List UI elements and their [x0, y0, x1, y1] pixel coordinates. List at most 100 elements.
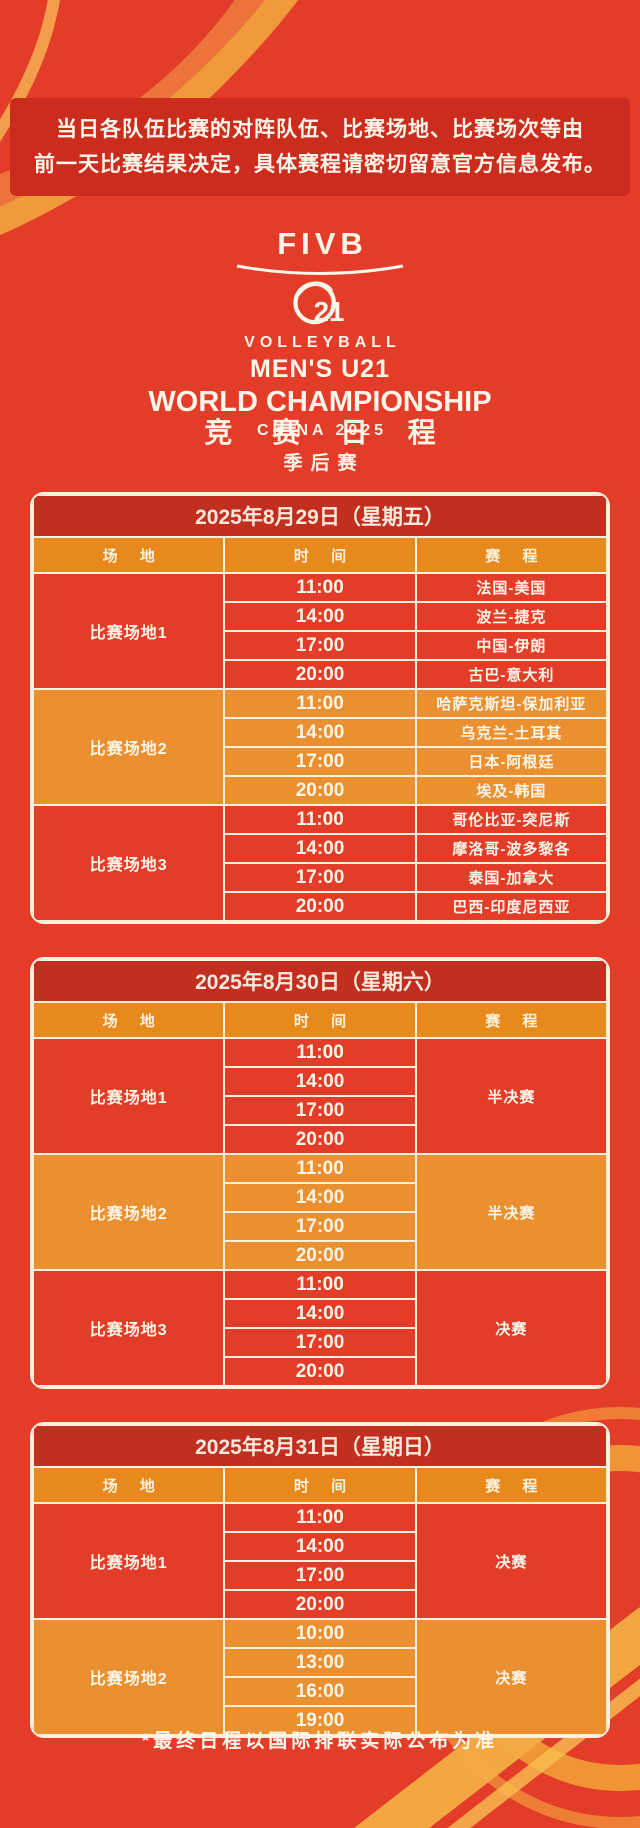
venue-cell: 比赛场地2 [32, 1618, 226, 1736]
merged-stage-cell: 半决赛 [414, 1037, 608, 1155]
match-cell: 埃及-韩国 [414, 775, 608, 806]
col-header-schedule: 赛 程 [414, 1001, 608, 1039]
time-cell: 17:00 [223, 1095, 417, 1126]
time-cell: 14:00 [223, 1182, 417, 1213]
time-cell: 11:00 [223, 1153, 417, 1184]
table-row: 17:00 日本-阿根廷 [33, 746, 608, 777]
match-cell: 中国-伊朗 [414, 630, 608, 661]
time-cell: 20:00 [223, 775, 417, 806]
logo-event-label: WORLD CHAMPIONSHIP [148, 386, 492, 418]
table-row: 20:00 [33, 1240, 607, 1271]
footer-disclaimer: *最终日程以国际排联实际公布为准 [141, 1731, 499, 1752]
time-cell: 20:00 [223, 1356, 417, 1387]
time-cell: 14:00 [223, 1531, 417, 1562]
time-cell: 11:00 [223, 688, 417, 719]
table-row: 17:00 中国-伊朗 [33, 630, 608, 661]
table-row: 13:00 [33, 1647, 607, 1678]
table-row: 比赛场地1 11:00 决赛 [32, 1502, 608, 1620]
col-header-time: 时 间 [223, 1001, 417, 1039]
venue-cell: 比赛场地3 [32, 804, 226, 922]
table-row: 14:00 [33, 1298, 607, 1329]
merged-stage-cell: 决赛 [414, 1269, 608, 1387]
table-aug29: 2025年8月29日（星期五） 场 地 时 间 赛 程 比赛场地1 11:00 … [32, 494, 608, 922]
venue-cell: 比赛场地1 [32, 1037, 226, 1155]
table-row: 16:00 [33, 1676, 607, 1707]
col-header-time: 时 间 [223, 536, 417, 574]
time-cell: 17:00 [223, 630, 417, 661]
table-row: 17:00 [33, 1327, 607, 1358]
match-cell: 波兰-捷克 [414, 601, 608, 632]
time-cell: 20:00 [223, 659, 417, 690]
time-cell: 17:00 [223, 1211, 417, 1242]
logo-host-label: CHINA 2025 [256, 422, 388, 439]
table-row: 20:00 古巴-意大利 [33, 659, 608, 690]
match-cell: 日本-阿根廷 [414, 746, 608, 777]
table-row: 14:00 [33, 1182, 607, 1213]
page-subtitle: 季后赛 [283, 453, 365, 474]
table-row: 比赛场地1 11:00 法国-美国 [32, 572, 608, 690]
table-date-header: 2025年8月31日（星期日） [32, 1424, 608, 1468]
logo-sport-label: VOLLEYBALL [244, 334, 401, 351]
match-cell: 巴西-印度尼西亚 [414, 891, 608, 922]
time-cell: 11:00 [223, 1502, 417, 1533]
table-row: 17:00 [33, 1095, 607, 1126]
time-cell: 14:00 [223, 717, 417, 748]
time-cell: 11:00 [223, 1269, 417, 1300]
table-row: 17:00 [33, 1560, 607, 1591]
venue-cell: 比赛场地2 [32, 1153, 226, 1271]
table-row: 14:00 乌克兰-土耳其 [33, 717, 608, 748]
time-cell: 20:00 [223, 1240, 417, 1271]
table-row: 17:00 泰国-加拿大 [33, 862, 608, 893]
table-row: 比赛场地2 11:00 半决赛 [32, 1153, 608, 1271]
time-cell: 17:00 [223, 1327, 417, 1358]
venue-cell: 比赛场地2 [32, 688, 226, 806]
table-aug31: 2025年8月31日（星期日） 场 地 时 间 赛 程 比赛场地1 11:00 … [32, 1424, 608, 1736]
event-logo: FIVB 21 VOLLEYBALL MEN'S U21 WORLD CHAMP… [0, 228, 640, 439]
time-cell: 14:00 [223, 1298, 417, 1329]
table-row: 14:00 [33, 1531, 607, 1562]
time-cell: 17:00 [223, 1560, 417, 1591]
table-row: 20:00 埃及-韩国 [33, 775, 608, 806]
table-row: 比赛场地3 11:00 哥伦比亚-突尼斯 [32, 804, 608, 922]
merged-stage-cell: 半决赛 [414, 1153, 608, 1271]
table-row: 20:00 [33, 1356, 607, 1387]
table-row: 20:00 [33, 1589, 607, 1620]
match-cell: 法国-美国 [414, 572, 608, 603]
notice-banner: 当日各队伍比赛的对阵队伍、比赛场地、比赛场次等由 前一天比赛结果决定，具体赛程请… [10, 98, 630, 196]
time-cell: 11:00 [223, 572, 417, 603]
schedule-table-aug29: 2025年8月29日（星期五） 场 地 时 间 赛 程 比赛场地1 11:00 … [30, 492, 610, 924]
time-cell: 11:00 [223, 804, 417, 835]
match-cell: 乌克兰-土耳其 [414, 717, 608, 748]
col-header-schedule: 赛 程 [414, 1466, 608, 1504]
time-cell: 17:00 [223, 746, 417, 777]
time-cell: 14:00 [223, 1066, 417, 1097]
venue-cell: 比赛场地1 [32, 572, 226, 690]
match-cell: 摩洛哥-波多黎各 [414, 833, 608, 864]
table-row: 17:00 [33, 1211, 607, 1242]
time-cell: 19:00 [223, 1705, 417, 1736]
time-cell: 13:00 [223, 1647, 417, 1678]
table-row: 19:00 [33, 1705, 607, 1736]
col-header-venue: 场 地 [32, 536, 226, 574]
table-row: 比赛场地2 10:00 决赛 [32, 1618, 608, 1736]
table-aug30: 2025年8月30日（星期六） 场 地 时 间 赛 程 比赛场地1 11:00 … [32, 959, 608, 1387]
time-cell: 20:00 [223, 891, 417, 922]
match-cell: 古巴-意大利 [414, 659, 608, 690]
match-cell: 泰国-加拿大 [414, 862, 608, 893]
ball-number: 21 [314, 296, 345, 327]
match-cell: 哈萨克斯坦-保加利亚 [414, 688, 608, 719]
time-cell: 17:00 [223, 862, 417, 893]
time-cell: 20:00 [223, 1589, 417, 1620]
table-date-header: 2025年8月30日（星期六） [32, 959, 608, 1003]
match-cell: 哥伦比亚-突尼斯 [414, 804, 608, 835]
schedule-table-aug31: 2025年8月31日（星期日） 场 地 时 间 赛 程 比赛场地1 11:00 … [30, 1422, 610, 1738]
time-cell: 20:00 [223, 1124, 417, 1155]
time-cell: 16:00 [223, 1676, 417, 1707]
logo-division-label: MEN'S U21 [250, 355, 390, 383]
time-cell: 11:00 [223, 1037, 417, 1068]
time-cell: 14:00 [223, 601, 417, 632]
table-row: 14:00 波兰-捷克 [33, 601, 608, 632]
col-header-venue: 场 地 [32, 1001, 226, 1039]
time-cell: 10:00 [223, 1618, 417, 1649]
u21-ball-icon: 21 [293, 281, 345, 327]
